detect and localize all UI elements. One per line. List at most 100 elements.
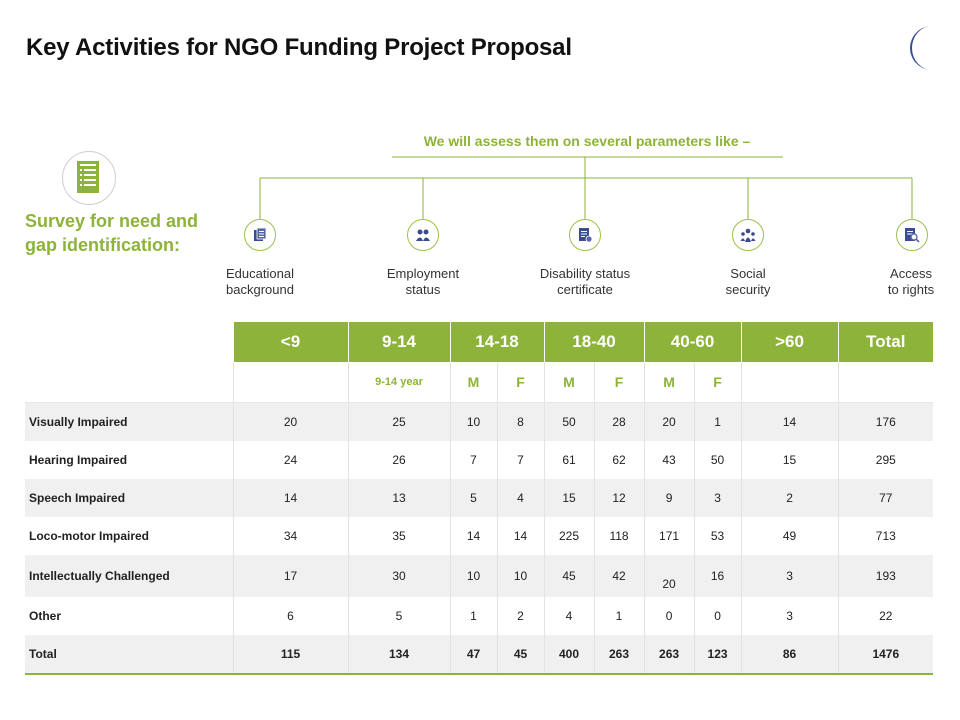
table-cell: 30 <box>347 555 450 597</box>
cell-value: 225 <box>559 529 580 543</box>
header-cell: 40-60 <box>643 322 742 362</box>
table-cell: 20 <box>232 402 348 441</box>
cell-value: 15 <box>562 491 576 505</box>
table-cell: 47 <box>449 635 497 675</box>
cell-value: 86 <box>782 647 797 661</box>
cell-value: 28 <box>612 415 626 429</box>
table-row: Loco-motor Impaired 34 35 14 14 225 118 171 53 49… <box>25 517 934 555</box>
table-cell: 7 <box>449 441 497 479</box>
parameter-access-to-rights: Access to rights <box>851 266 960 298</box>
cell-value: 45 <box>562 569 576 583</box>
table-cell: 42 <box>593 555 645 597</box>
table-cell: 263 <box>593 635 645 675</box>
row-label: Loco-motor Impaired <box>25 517 233 555</box>
table-cell: 43 <box>643 441 695 479</box>
table-row: Visually Impaired 20 25 10 8 50 28 20 1 14 176 <box>25 402 934 441</box>
table-cell: 45 <box>543 555 595 597</box>
cell-value: 45 <box>513 647 528 661</box>
table-cell: 6 <box>232 597 348 635</box>
table-row: Other 6 5 1 2 4 1 0 0 3 22 <box>25 597 934 635</box>
table-cell: 1 <box>449 597 497 635</box>
subheader-cell <box>740 362 839 403</box>
header-cell: >60 <box>740 322 839 362</box>
cell-value: 10 <box>466 415 481 429</box>
row-label: Total <box>25 635 233 675</box>
cell-value: 9 <box>665 491 673 505</box>
table-cell: 2 <box>740 479 839 517</box>
cell-value: 13 <box>392 491 406 505</box>
table-cell: 12 <box>593 479 645 517</box>
table-cell: 5 <box>347 597 450 635</box>
table-cell: 1476 <box>837 635 934 675</box>
subheader-cell: F <box>693 362 742 403</box>
table-cell: 14 <box>232 479 348 517</box>
cell-value: 14 <box>513 529 528 543</box>
table-cell: 176 <box>837 402 934 441</box>
table-cell: 1 <box>593 597 645 635</box>
table-cell: 13 <box>347 479 450 517</box>
subheader-cell: F <box>593 362 645 403</box>
cell-value: 171 <box>659 529 680 543</box>
cell-value: 400 <box>559 647 580 661</box>
table-cell: 225 <box>543 517 595 555</box>
cell-value: 7 <box>517 453 524 467</box>
table-cell: 0 <box>693 597 742 635</box>
subheader-cell <box>837 362 934 403</box>
table-cell: 3 <box>740 555 839 597</box>
table-cell: 15 <box>543 479 595 517</box>
table-cell: 35 <box>347 517 450 555</box>
subheader-blank-cell <box>25 362 233 403</box>
subheader-cell: M <box>643 362 695 403</box>
parameter-employment-status: Employment status <box>363 266 483 298</box>
cell-value: 263 <box>609 647 630 661</box>
parameter-label-line: security <box>725 282 771 297</box>
cell-value: 713 <box>875 529 896 543</box>
table-cell: 3 <box>740 597 839 635</box>
cell-value: 0 <box>665 609 673 623</box>
table-cell: 14 <box>740 402 839 441</box>
cell-value: 20 <box>283 415 298 429</box>
table-row: Speech Impaired 14 13 5 4 15 12 9 3 2 77 <box>25 479 934 517</box>
table-cell: 86 <box>740 635 839 675</box>
table-cell: 62 <box>593 441 645 479</box>
cell-value: 134 <box>388 647 410 661</box>
subheader-cell: M <box>449 362 497 403</box>
cell-value: 118 <box>609 529 629 543</box>
table-row: Intellectually Challenged 17 30 10 10 45 42 20 1… <box>25 555 934 597</box>
people-icon <box>407 219 439 251</box>
table-cell: 1 <box>693 402 742 441</box>
cell-value: 3 <box>786 609 793 623</box>
cell-value: 5 <box>395 609 403 623</box>
table-row: Hearing Impaired 24 26 7 7 61 62 43 50 15 295 <box>25 441 934 479</box>
subheader-cell: M <box>543 362 595 403</box>
table-cell: 4 <box>496 479 545 517</box>
parameter-label-line: certificate <box>557 282 613 297</box>
search-document-icon <box>896 219 928 251</box>
cell-value: 20 <box>662 415 676 429</box>
cell-value: 26 <box>392 453 406 467</box>
header-cell: Total <box>837 322 934 362</box>
table-cell: 45 <box>496 635 545 675</box>
subheader-cell: F <box>496 362 545 403</box>
table-cell: 2 <box>496 597 545 635</box>
cell-value: 24 <box>283 453 298 467</box>
cell-value: 2 <box>786 491 793 505</box>
table-cell: 400 <box>543 635 595 675</box>
cell-value: 77 <box>879 491 893 505</box>
cell-value: 50 <box>562 415 576 429</box>
parameter-educational-background: Educational background <box>200 266 320 298</box>
table-cell: 7 <box>496 441 545 479</box>
header-blank-cell <box>25 322 233 362</box>
table-header-row: <9 9-14 14-18 18-40 40-60 >60 Total <box>25 322 934 362</box>
table-cell: 171 <box>643 517 695 555</box>
cell-value: 53 <box>710 529 725 543</box>
cell-value: 0 <box>714 609 721 623</box>
cell-value: 30 <box>392 569 406 583</box>
table-cell: 4 <box>543 597 595 635</box>
row-label: Visually Impaired <box>25 402 233 441</box>
table-cell: 263 <box>643 635 695 675</box>
table-cell: 20 <box>643 402 695 441</box>
table-cell: 134 <box>347 635 450 675</box>
parameter-label-line: Access <box>890 266 932 281</box>
subheader-cell <box>232 362 348 403</box>
